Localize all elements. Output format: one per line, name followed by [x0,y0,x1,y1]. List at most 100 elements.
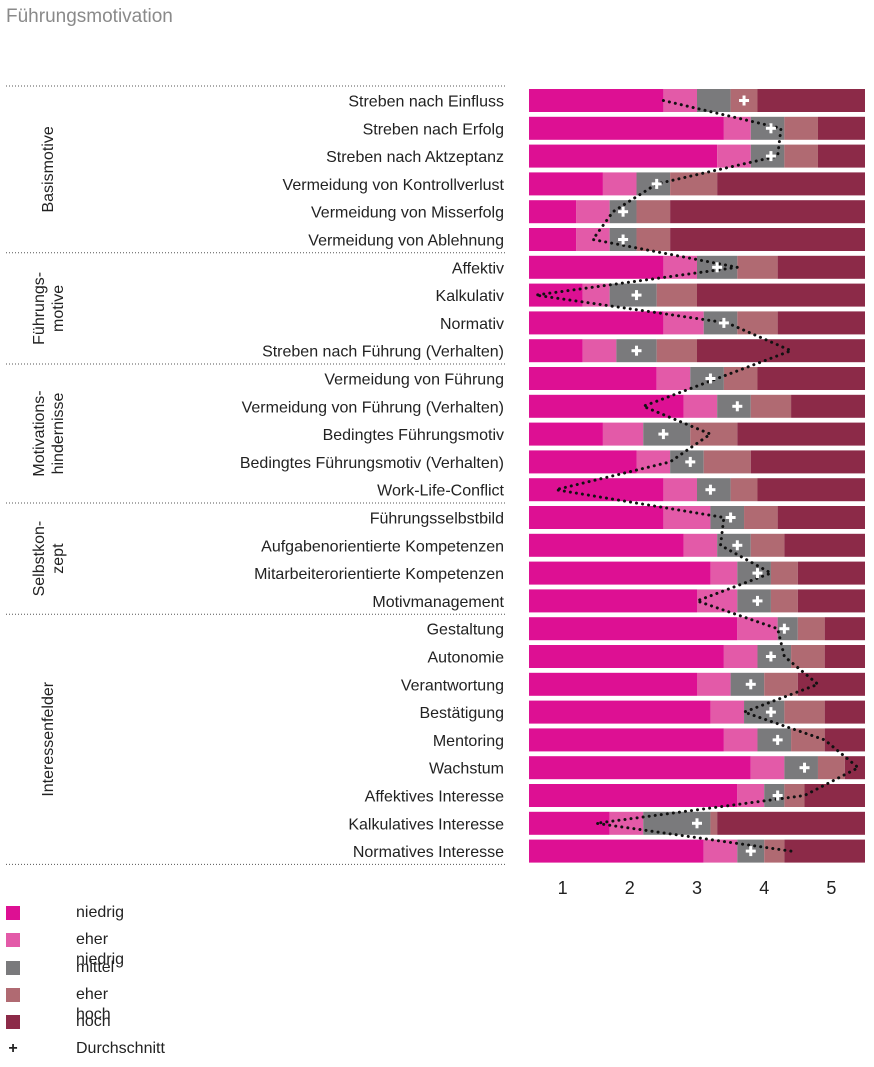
bar-segment-hoch [777,311,865,335]
bar-segment-niedrig [529,172,603,196]
bar-segment-eher-hoch [770,589,798,613]
bar-segment-hoch [757,478,865,502]
row-label: Vermeidung von Ablehnung [308,233,504,250]
bar-segment-niedrig [529,200,577,224]
plus-v [635,290,639,301]
bar-segment-niedrig [529,339,583,363]
bar-segment-eher-niedrig [663,478,697,502]
row-label: Streben nach Erfolg [363,121,504,138]
row-label: Gestaltung [427,622,504,639]
plus-v [695,818,699,829]
mean-markers-layer [618,95,810,857]
mean-marker [745,846,756,857]
plus-v [803,762,807,773]
bar-segment-eher-hoch [764,839,785,863]
bar-segment-eher-niedrig [697,672,731,696]
group-label: Motivations-hindernisse [31,390,67,476]
bar-segment-eher-hoch [764,672,798,696]
bar-segment-niedrig [529,394,684,418]
bar-segment-eher-hoch [750,394,792,418]
bar-segment-niedrig [529,811,610,835]
bars-layer [529,89,865,863]
plus-v [749,679,753,690]
x-tick-label: 5 [826,878,836,898]
bar-segment-eher-hoch [737,311,778,335]
row-label: Vermeidung von Kontrollverlust [283,177,505,194]
x-tick-label: 1 [558,878,568,898]
legend-label: eher niedrig [76,931,125,969]
group-label-line: motive [50,285,67,332]
plus-v [769,651,773,662]
x-tick-label: 2 [625,878,635,898]
mean-marker [705,373,716,384]
mean-marker [745,679,756,690]
row-label: Bedingtes Führungsmotiv (Verhalten) [240,455,504,472]
bar-segment-niedrig [529,89,664,112]
group-label-line: Basismotive [40,126,57,212]
bar-segment-niedrig [529,645,724,668]
plus-v [722,317,726,328]
bar-segment-mittel [697,89,731,112]
bar-segment-eher-hoch [670,172,718,196]
bar-segment-eher-hoch [636,200,671,224]
plus-icon: + [8,1040,18,1058]
bar-segment-eher-niedrig [723,645,758,668]
row-label: Führungsselbstbild [370,511,504,528]
legend-swatch [6,906,20,920]
bar-segment-eher-hoch [784,116,818,140]
group-label: Selbstkon-zept [31,521,67,597]
plus-v [755,568,759,579]
bar-segment-niedrig [529,672,697,696]
group-label: Interessenfelder [40,681,57,796]
legend-label: mittel [76,958,115,976]
bar-segment-niedrig [529,255,664,279]
mean-marker [732,540,743,551]
bar-segment-hoch [804,784,865,807]
bar-segment-eher-niedrig [609,811,644,835]
bar-segment-eher-niedrig [663,255,697,279]
bar-segment-eher-niedrig [737,784,765,807]
bar-segment-eher-niedrig [710,561,738,585]
bar-segment-mittel [744,700,785,724]
mean-marker [651,178,662,189]
bar-segment-eher-niedrig [703,839,738,863]
bar-segment-eher-niedrig [697,589,738,613]
bar-segment-eher-niedrig [723,116,751,140]
mean-marker [618,206,629,217]
bar-segment-hoch [797,589,865,613]
group-label-line: hindernisse [50,392,67,474]
legend-label: eher hoch [76,985,111,1023]
bar-segment-eher-hoch [710,811,718,835]
bar-segment-eher-hoch [656,339,697,363]
bar-segment-eher-hoch [791,645,825,668]
bar-segment-hoch [697,339,865,363]
group-label-line: Motivations- [31,390,48,476]
bar-segment-hoch [817,144,865,168]
chart-title: Führungsmotivation [6,6,173,27]
row-label: Normatives Interesse [353,844,504,861]
group-label-line: Interessenfelder [40,681,57,796]
bar-segment-hoch [817,116,865,140]
bar-segment-eher-niedrig [663,506,711,529]
mean-marker [631,345,642,356]
bar-segment-eher-niedrig [602,422,644,446]
group-label: Basismotive [40,126,57,212]
bar-segment-hoch [757,367,865,390]
bar-segment-eher-niedrig [683,533,718,557]
plus-v [776,734,780,745]
row-labels-layer: Streben nach Einfluss Streben nach Erfolg… [240,94,505,862]
row-label: Streben nach Aktzeptanz [326,149,504,166]
row-label: Affektiv [452,260,504,277]
x-tick-label: 4 [759,878,769,898]
legend-label: hoch [76,1013,111,1031]
row-label: Aufgabenorientierte Kompetenzen [261,538,504,555]
bar-segment-eher-niedrig [663,311,704,335]
bar-segment-hoch [717,172,865,196]
row-label: Vermeidung von Führung (Verhalten) [242,399,504,416]
bar-segment-eher-niedrig [750,756,785,780]
row-label: Work-Life-Conflict [377,483,504,500]
bar-segment-eher-niedrig [636,450,671,474]
mean-marker [739,95,750,106]
bar-segment-hoch [824,728,865,752]
bar-segment-eher-hoch [817,756,845,780]
